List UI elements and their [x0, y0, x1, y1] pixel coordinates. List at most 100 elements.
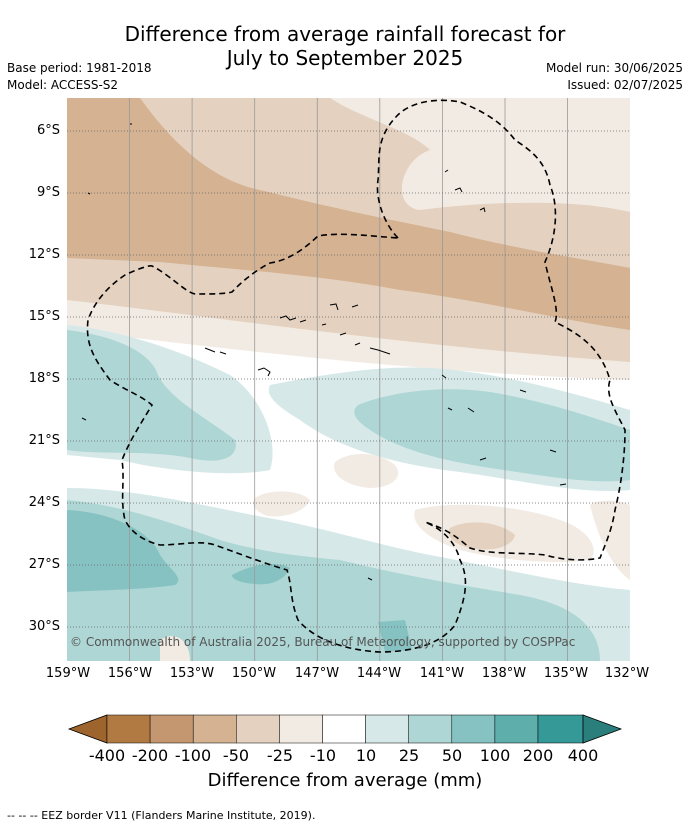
- colorbar-tick: 50: [441, 746, 463, 765]
- meta-left: Base period: 1981-2018 Model: ACCESS-S2: [7, 60, 152, 94]
- lat-label: 24°S: [28, 495, 60, 510]
- colorbar-tick: -25: [266, 746, 294, 765]
- lat-label: 6°S: [36, 123, 60, 138]
- island: [444, 169, 449, 173]
- colorbar-bin: [365, 714, 409, 744]
- island: [351, 304, 359, 308]
- colorbar-bin: [451, 714, 496, 744]
- colorbar-bin: [279, 714, 323, 744]
- wet-south-dark: [67, 510, 179, 592]
- dry-patch-3-inner: [448, 522, 515, 550]
- lat-label: 9°S: [36, 185, 60, 200]
- gridlines: [129, 98, 568, 661]
- colorbar-tick: -50: [222, 746, 250, 765]
- lon-label: 144°W: [356, 666, 402, 681]
- dry-band-medium: [67, 98, 630, 330]
- island: [339, 332, 347, 336]
- colorbar-tick: 400: [567, 746, 599, 765]
- lon-label: 150°W: [231, 666, 277, 681]
- colorbar-tick: -100: [174, 746, 212, 765]
- colorbar-bin: [408, 714, 453, 744]
- colorbar-bin: [494, 714, 539, 744]
- colorbar: [67, 714, 623, 744]
- dry-patch-5: [160, 636, 190, 661]
- island: [299, 319, 307, 323]
- lon-label: 156°W: [107, 666, 153, 681]
- lat-label: 18°S: [28, 371, 60, 386]
- island: [519, 389, 527, 393]
- lon-label: 147°W: [294, 666, 340, 681]
- lat-label: 21°S: [28, 433, 60, 448]
- island: [329, 303, 339, 311]
- island: [367, 577, 373, 581]
- island: [81, 417, 87, 421]
- lat-label: 27°S: [28, 557, 60, 572]
- wet-south-medium: [67, 500, 600, 661]
- colorbar-tick: 10: [355, 746, 377, 765]
- island: [559, 483, 567, 486]
- colorbar-bin: [236, 714, 280, 744]
- colorbar-tick: -400: [88, 746, 126, 765]
- model-name: Model: ACCESS-S2: [7, 78, 119, 92]
- lat-label: 15°S: [28, 309, 60, 324]
- colorbar-title: Difference from average (mm): [207, 770, 483, 791]
- title-line-1: Difference from average rainfall forecas…: [124, 22, 566, 46]
- island: [549, 449, 557, 453]
- island: [454, 187, 463, 193]
- colorbar-lower-extend: [67, 714, 108, 744]
- colorbar-tick: 200: [522, 746, 554, 765]
- island: [441, 374, 447, 379]
- lon-label: 153°W: [169, 666, 215, 681]
- dry-light-strip: [67, 300, 630, 380]
- colorbar-bin: [192, 714, 237, 744]
- island: [447, 407, 453, 411]
- island: [321, 323, 327, 326]
- islands: [81, 123, 567, 581]
- wet-dark-patch-south: [378, 620, 412, 652]
- copyright-notice: © Commonwealth of Australia 2025, Bureau…: [70, 635, 576, 649]
- colorbar-upper-extend: [582, 714, 623, 744]
- colorbar-tick: -10: [309, 746, 337, 765]
- colorbar-tick: 100: [479, 746, 511, 765]
- title-line-2: July to September 2025: [226, 46, 464, 70]
- model-run: Model run: 30/06/2025: [545, 61, 683, 75]
- wet-dark-patch: [232, 564, 290, 585]
- lat-label: 12°S: [28, 247, 60, 262]
- eez-footnote: -- -- -- EEZ border V11 (Flanders Marine…: [7, 809, 316, 822]
- colorbar-bin: [106, 714, 151, 744]
- island: [204, 347, 216, 353]
- issued-date: Issued: 02/07/2025: [567, 78, 683, 92]
- base-period: Base period: 1981-2018: [7, 61, 152, 75]
- lon-label: 138°W: [481, 666, 527, 681]
- island: [467, 407, 475, 413]
- island: [87, 192, 91, 195]
- map-title: Difference from average rainfall forecas…: [0, 22, 690, 70]
- island: [219, 351, 227, 355]
- colorbar-bin: [537, 714, 584, 744]
- island: [279, 315, 297, 321]
- eez-border: [86, 99, 626, 653]
- lon-label: 132°W: [604, 666, 650, 681]
- lon-label: 141°W: [419, 666, 465, 681]
- lon-label: 159°W: [45, 666, 91, 681]
- dry-patch-4: [590, 500, 630, 580]
- island: [354, 342, 361, 346]
- island: [257, 367, 271, 377]
- gridlines-lat: [67, 130, 630, 628]
- dry-patch-2: [253, 491, 310, 517]
- colorbar-tick: -200: [131, 746, 169, 765]
- map-area: [67, 98, 630, 661]
- colorbar-bin: [322, 714, 366, 744]
- wet-medium-east: [354, 389, 630, 482]
- colorbar-bin: [149, 714, 194, 744]
- lon-label: 135°W: [543, 666, 589, 681]
- island: [369, 347, 391, 355]
- island: [479, 457, 487, 461]
- island: [479, 207, 486, 213]
- lat-label: 30°S: [28, 619, 60, 634]
- dry-light-patch: [330, 98, 630, 212]
- meta-right: Model run: 30/06/2025 Issued: 02/07/2025: [546, 60, 683, 94]
- colorbar-tick: 25: [398, 746, 420, 765]
- dry-patch-1: [334, 454, 399, 488]
